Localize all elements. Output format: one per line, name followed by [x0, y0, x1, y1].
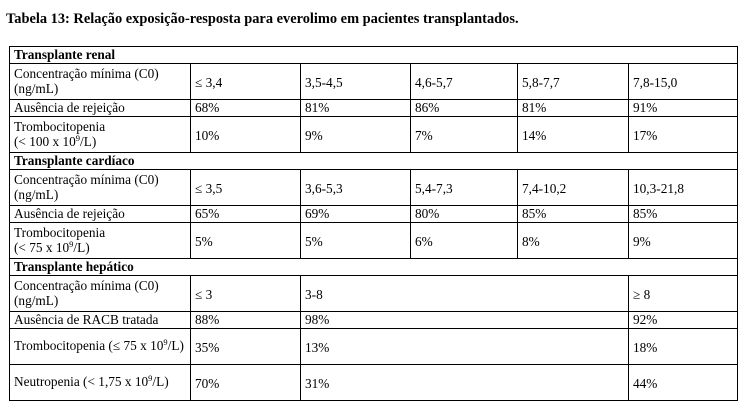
table-cell: 68%	[190, 99, 301, 117]
table-cell: 4,6-5,7	[410, 63, 518, 100]
table-cell: 81%	[300, 99, 411, 117]
row-label-concentration: Concentração mínima (C0) (ng/mL)	[9, 63, 191, 100]
table-caption: Tabela 13: Relação exposição-resposta pa…	[6, 11, 519, 27]
table-cell: 86%	[410, 99, 518, 117]
row-label-thrombocytopenia: Trombocitopenia (< 75 x 109/L)	[9, 222, 191, 259]
table-row: Ausência de RACB tratada 88% 98% 92%	[9, 311, 739, 329]
table-cell: 81%	[517, 99, 629, 117]
table-cell: ≥ 8	[627, 275, 739, 312]
table-cell: 91%	[627, 99, 739, 117]
table-cell: 44%	[627, 364, 739, 401]
label-superscript: 9	[75, 132, 81, 143]
table-cell: 10%	[190, 116, 301, 153]
table-cell: ≤ 3,4	[190, 63, 301, 100]
label-superscript: 9	[148, 373, 153, 384]
table-cell: ≤ 3,5	[190, 169, 301, 206]
row-label-thrombocytopenia: Trombocitopenia (≤ 75 x 109/L)	[9, 328, 191, 365]
table-cell: 7,4-10,2	[517, 169, 629, 206]
table-row: Concentração mínima (C0) (ng/mL) ≤ 3,4 3…	[9, 63, 739, 100]
label-text: /L)	[73, 239, 90, 255]
table-cell: 5,8-7,7	[517, 63, 629, 100]
row-label-concentration: Concentração mínima (C0) (ng/mL)	[9, 169, 191, 206]
table-cell: 35%	[190, 328, 301, 365]
table-row: Trombocitopenia (< 100 x 109/L) 10% 9% 7%…	[9, 116, 739, 153]
row-label-concentration: Concentração mínima (C0) (ng/mL)	[9, 275, 191, 312]
table-row: Ausência de rejeição 68% 81% 86% 81% 91%	[9, 99, 739, 117]
label-text: /L)	[167, 338, 184, 354]
label-superscript: 9	[163, 337, 168, 348]
table-cell: 13%	[300, 328, 629, 365]
table-row: Concentração mínima (C0) (ng/mL) ≤ 3 3-8…	[9, 275, 739, 312]
table-cell: 7%	[410, 116, 518, 153]
label-text: Trombocitopenia	[14, 225, 106, 240]
row-label-thrombocytopenia: Trombocitopenia (< 100 x 109/L)	[9, 116, 191, 153]
section-header-row: Transplante renal	[8, 46, 739, 64]
table-cell: ≤ 3	[190, 275, 301, 312]
table-cell: 92%	[627, 311, 739, 329]
table-row: Trombocitopenia (< 75 x 109/L) 5% 5% 6% 8…	[9, 222, 739, 259]
row-label-rejection: Ausência de rejeição	[9, 205, 191, 223]
label-text: Trombocitopenia	[14, 119, 106, 134]
label-text: (< 100 x 10	[14, 133, 76, 149]
table-row: Trombocitopenia (≤ 75 x 109/L) 35% 13% 1…	[9, 328, 739, 365]
table-row: Concentração mínima (C0) (ng/mL) ≤ 3,5 3…	[9, 169, 739, 206]
section-title-cardiac: Transplante cardíaco	[8, 152, 739, 170]
table-cell: 3,6-5,3	[300, 169, 411, 206]
table-cell: 80%	[410, 205, 518, 223]
label-text: (< 75 x 10	[14, 239, 70, 255]
table-cell: 3-8	[300, 275, 629, 312]
row-label-neutropenia: Neutropenia (< 1,75 x 109/L)	[9, 364, 191, 401]
table-cell: 7,8-15,0	[627, 63, 739, 100]
exposure-response-table: Transplante renal Concentração mínima (C…	[8, 46, 739, 401]
section-title-hepatic: Transplante hepático	[8, 258, 739, 276]
table-cell: 9%	[300, 116, 411, 153]
table-cell: 5%	[300, 222, 411, 259]
table-row: Ausência de rejeição 65% 69% 80% 85% 85%	[9, 205, 739, 223]
table-cell: 98%	[300, 311, 629, 329]
table-cell: 8%	[517, 222, 629, 259]
label-text: /L)	[80, 133, 97, 149]
table-cell: 14%	[517, 116, 629, 153]
label-text: /L)	[152, 374, 169, 390]
label-superscript: 9	[69, 238, 74, 249]
section-header-row: Transplante hepático	[8, 258, 739, 276]
table-cell: 9%	[627, 222, 739, 259]
table-cell: 5,4-7,3	[410, 169, 518, 206]
table-cell: 88%	[190, 311, 301, 329]
label-text: Neutropenia (< 1,75 x 10	[14, 374, 149, 390]
row-label-racb: Ausência de RACB tratada	[9, 311, 191, 329]
table-row: Neutropenia (< 1,75 x 109/L) 70% 31% 44%	[9, 364, 739, 401]
table-cell: 5%	[190, 222, 301, 259]
row-label-rejection: Ausência de rejeição	[9, 99, 191, 117]
table-cell: 65%	[190, 205, 301, 223]
table-cell: 70%	[190, 364, 301, 401]
section-title-renal: Transplante renal	[8, 46, 739, 64]
table-cell: 18%	[627, 328, 739, 365]
table-cell: 6%	[410, 222, 518, 259]
label-text: Trombocitopenia (≤ 75 x 10	[14, 338, 164, 354]
section-header-row: Transplante cardíaco	[8, 152, 739, 170]
table-cell: 10,3-21,8	[627, 169, 739, 206]
table-cell: 69%	[300, 205, 411, 223]
table-cell: 31%	[300, 364, 629, 401]
table-cell: 3,5-4,5	[300, 63, 411, 100]
table-cell: 85%	[627, 205, 739, 223]
table-cell: 85%	[517, 205, 629, 223]
table-cell: 17%	[627, 116, 739, 153]
